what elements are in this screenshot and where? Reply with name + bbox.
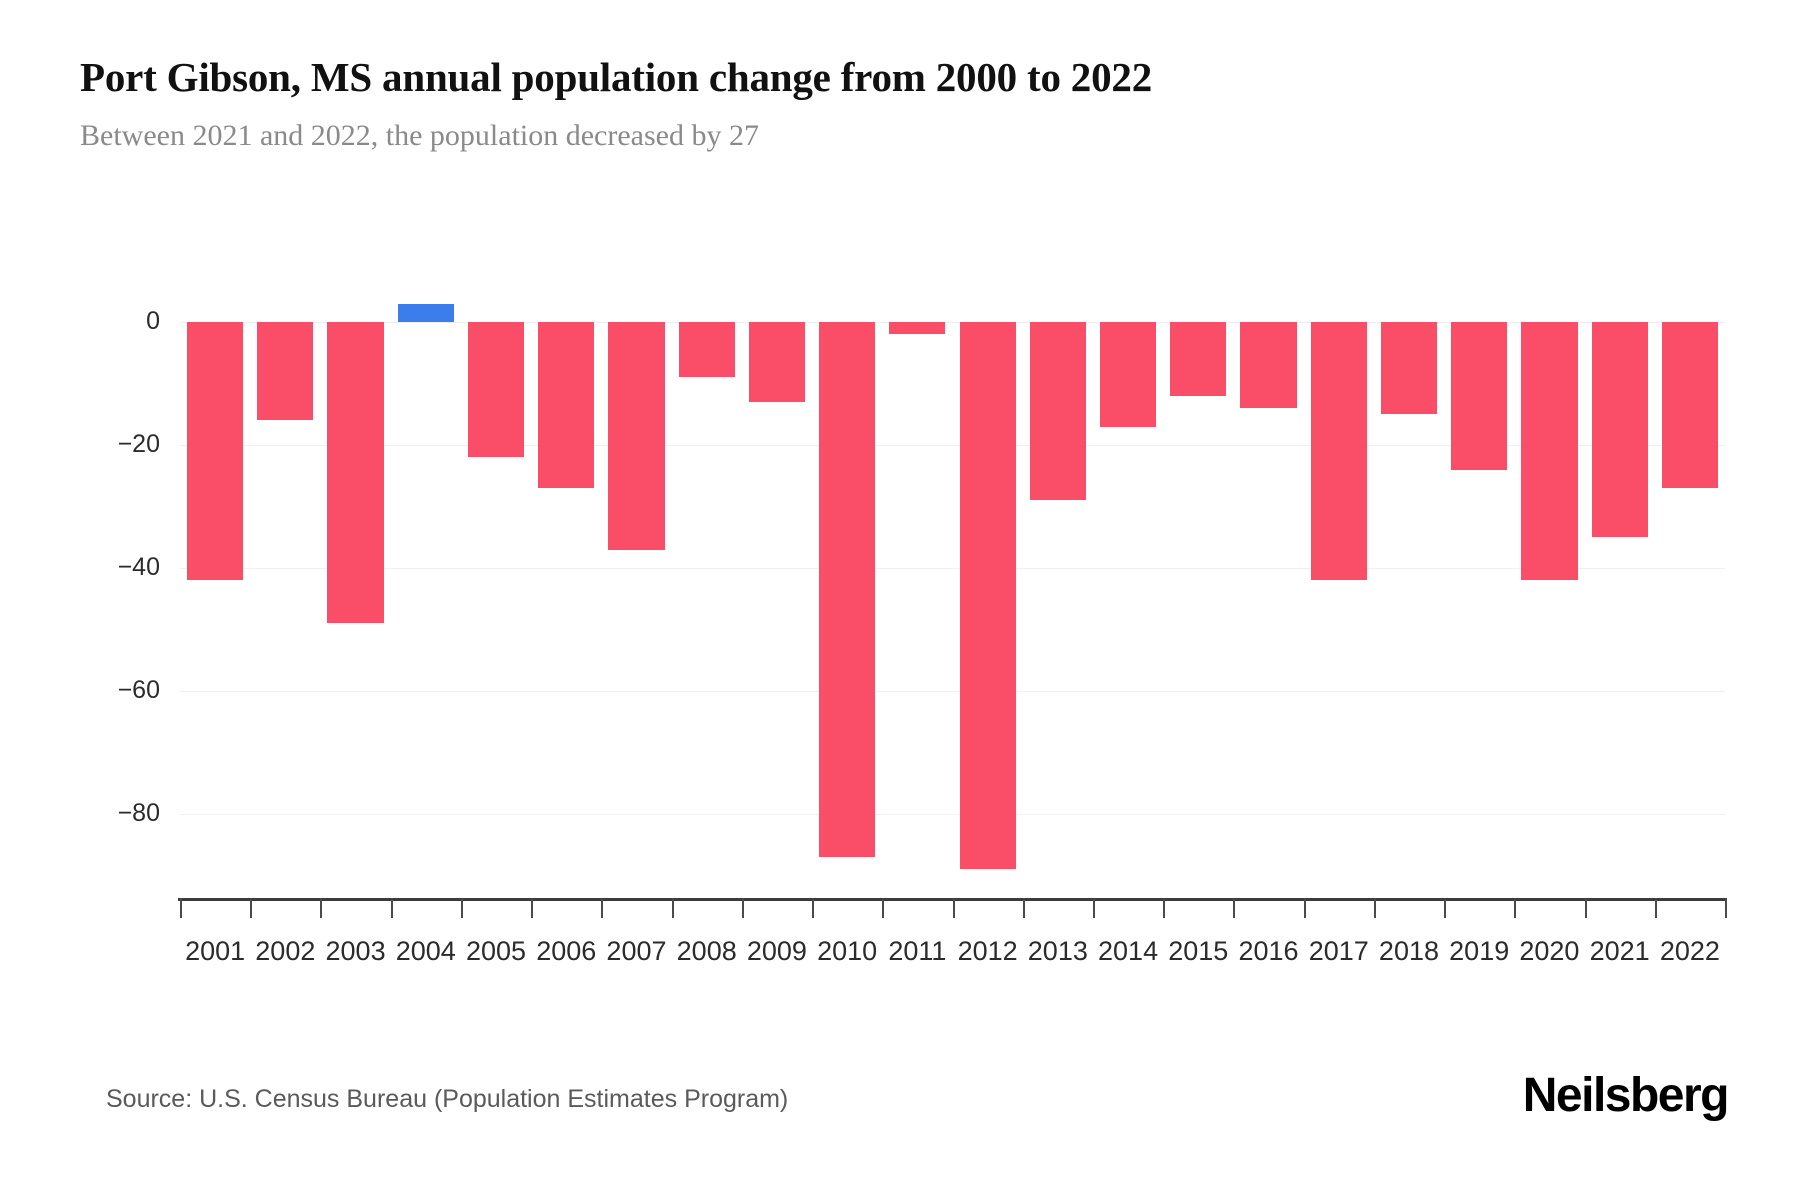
- x-axis-tick-label: 2013: [1027, 936, 1088, 966]
- x-axis-tick: [952, 898, 955, 918]
- x-axis-tick: [1514, 898, 1517, 918]
- x-axis-tick: [460, 898, 463, 918]
- bar-2018[interactable]: [1380, 322, 1438, 415]
- x-axis-tick: [1654, 898, 1657, 918]
- y-axis-tick-label: −80: [117, 799, 160, 827]
- bar-2005[interactable]: [467, 322, 525, 458]
- bar-2002[interactable]: [257, 322, 314, 421]
- x-axis-tick: [250, 898, 253, 918]
- bar-2012[interactable]: [959, 322, 1016, 870]
- gridline: [180, 322, 1725, 323]
- chart-header: Port Gibson, MS annual population change…: [80, 52, 1680, 156]
- x-axis-tick-label: 2012: [957, 936, 1018, 966]
- x-axis-tick: [531, 898, 534, 918]
- x-axis-tick: [1303, 898, 1306, 918]
- bar-2008[interactable]: [678, 322, 735, 378]
- bar-2021[interactable]: [1591, 322, 1648, 538]
- x-axis-tick-label: 2004: [395, 936, 456, 966]
- x-axis-tick: [741, 898, 744, 918]
- x-axis-tick: [1092, 898, 1095, 918]
- x-axis-tick-label: 2005: [465, 936, 527, 966]
- x-axis-tick-label: 2015: [1168, 936, 1229, 966]
- bar-2020[interactable]: [1521, 322, 1578, 581]
- x-axis-tick-label: 2002: [255, 936, 316, 966]
- source-note: Source: U.S. Census Bureau (Population E…: [106, 1085, 789, 1113]
- x-axis-tick: [882, 898, 885, 918]
- x-axis-tick-label: 2016: [1238, 936, 1299, 966]
- x-axis-tick-label: 2007: [606, 936, 667, 966]
- y-axis-tick-label: −20: [117, 430, 160, 458]
- bar-2019[interactable]: [1451, 322, 1508, 470]
- x-axis-tick-label: 2009: [746, 936, 807, 966]
- bar-2016[interactable]: [1240, 322, 1297, 409]
- bar-2015[interactable]: [1170, 322, 1227, 396]
- x-axis-tick: [812, 898, 815, 918]
- gridline: [180, 568, 1725, 569]
- x-axis-tick-label: 2020: [1519, 936, 1580, 966]
- x-axis-tick-label: 2006: [536, 936, 597, 966]
- x-axis-tick-label: 2010: [817, 936, 878, 966]
- bar-2004[interactable]: [397, 303, 454, 322]
- bar-2007[interactable]: [608, 322, 665, 550]
- bar-2009[interactable]: [748, 322, 805, 402]
- x-axis-tick: [1233, 898, 1236, 918]
- x-axis-tick: [390, 898, 393, 918]
- x-axis-tick-label: 2017: [1308, 936, 1369, 966]
- x-axis-tick-label: 2022: [1659, 936, 1720, 966]
- x-axis-tick-label: 2011: [888, 936, 947, 966]
- x-axis-tick: [320, 898, 323, 918]
- bar-2001[interactable]: [187, 322, 244, 581]
- bar-2022[interactable]: [1661, 322, 1718, 489]
- x-axis-tick: [180, 898, 182, 918]
- gridline: [180, 814, 1725, 815]
- gridline: [180, 691, 1725, 692]
- x-axis-tick-label: 2019: [1449, 936, 1510, 966]
- y-axis-tick-label: −40: [117, 553, 160, 581]
- x-axis-tick: [1725, 898, 1727, 918]
- page-title: Port Gibson, MS annual population change…: [80, 54, 1152, 100]
- gridline: [180, 445, 1725, 446]
- x-axis-tick: [1584, 898, 1587, 918]
- y-axis-tick-label: −60: [117, 676, 160, 704]
- x-axis-tick: [601, 898, 604, 918]
- bar-2017[interactable]: [1310, 322, 1367, 581]
- x-axis-tick-label: 2003: [325, 936, 386, 966]
- x-axis-tick: [1163, 898, 1166, 918]
- x-axis-tick: [1373, 898, 1376, 918]
- x-axis-tick: [1022, 898, 1025, 918]
- bar-2014[interactable]: [1099, 322, 1157, 427]
- x-axis-tick: [671, 898, 674, 918]
- x-axis-tick-label: 2014: [1098, 936, 1159, 966]
- bar-2006[interactable]: [538, 322, 595, 489]
- chart-subtitle: Between 2021 and 2022, the population de…: [80, 119, 759, 152]
- x-axis-tick: [1444, 898, 1447, 918]
- bar-2013[interactable]: [1029, 322, 1086, 501]
- brand-logo: Neilsberg: [1522, 1069, 1730, 1122]
- y-axis-tick-label: 0: [146, 307, 160, 335]
- bar-2010[interactable]: [819, 322, 876, 858]
- x-axis-tick-label: 2001: [185, 936, 246, 966]
- bar-2003[interactable]: [327, 322, 384, 624]
- bar-2011[interactable]: [889, 322, 946, 335]
- x-axis-tick-label: 2021: [1589, 936, 1650, 966]
- x-axis-tick-label: 2018: [1378, 936, 1440, 966]
- x-axis-tick-label: 2008: [676, 936, 737, 966]
